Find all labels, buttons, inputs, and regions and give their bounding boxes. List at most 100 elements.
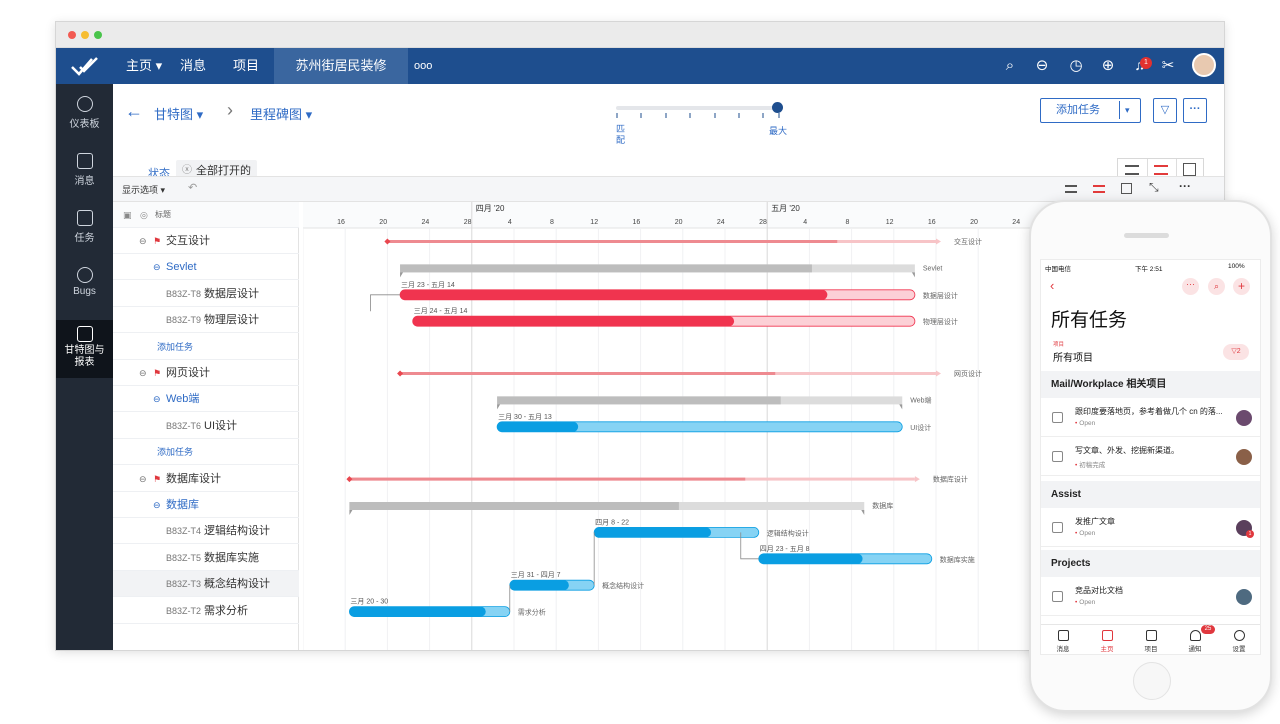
sidebar-item-gantt[interactable]: 甘特图与报表 bbox=[56, 320, 113, 378]
add-task-button[interactable]: 添加任务 ▾ bbox=[1040, 98, 1141, 123]
nav-active-project[interactable]: 苏州街居民装修 bbox=[274, 48, 408, 84]
bar-label[interactable]: 概念结构设计 bbox=[602, 581, 644, 590]
bar-label[interactable]: 网页设计 bbox=[954, 369, 982, 378]
task-row-sub[interactable]: ⊖ Web端 bbox=[113, 386, 299, 413]
bar-date-range[interactable]: 三月 23 - 五月 14 bbox=[401, 281, 455, 289]
collapse-toggle-icon[interactable]: ⊖ bbox=[153, 500, 161, 510]
collapse-toggle-icon[interactable]: ⊖ bbox=[139, 236, 147, 246]
more-button[interactable]: ··· bbox=[1183, 98, 1207, 123]
tools-icon[interactable]: ✂ bbox=[1161, 57, 1175, 74]
milestone-bar-progress[interactable] bbox=[387, 240, 838, 243]
task-row-group[interactable]: ⊖ ⚑ 网页设计 bbox=[113, 360, 299, 386]
collapse-icon[interactable]: ⤡ bbox=[1149, 180, 1159, 194]
toolbar-more-icon[interactable]: ··· bbox=[1179, 179, 1191, 193]
breadcrumb-gantt[interactable]: 甘特图 ▾ bbox=[154, 107, 204, 122]
tab-home[interactable]: 主页 bbox=[1087, 630, 1127, 653]
list-item[interactable]: 竞品对比文档 Open bbox=[1041, 578, 1260, 616]
list-item[interactable]: 跟印度要落地页，参考着做几个 cn 的落... Open bbox=[1041, 399, 1260, 437]
add-icon[interactable]: + bbox=[1233, 278, 1250, 295]
collapse-toggle-icon[interactable]: ⊖ bbox=[153, 262, 161, 273]
list-settings-icon[interactable]: ▣ bbox=[123, 210, 132, 220]
sidebar-item-messages[interactable]: 消息 bbox=[56, 153, 113, 187]
user-avatar[interactable] bbox=[1192, 53, 1216, 77]
search-icon[interactable]: ⌕ bbox=[1208, 278, 1225, 295]
task-row-task[interactable]: B83Z-T8 数据层设计 bbox=[113, 281, 299, 307]
sidebar-item-tasks[interactable]: 任务 bbox=[56, 210, 113, 244]
timer-icon[interactable]: ◷ bbox=[1069, 57, 1083, 74]
report-view-icon[interactable] bbox=[1183, 163, 1196, 176]
undo-icon[interactable]: ↶ bbox=[188, 182, 198, 194]
breadcrumb-milestone[interactable]: 里程碑图 ▾ bbox=[250, 107, 313, 122]
bar-date-range[interactable]: 四月 23 - 五月 8 bbox=[760, 545, 810, 553]
task-checkbox[interactable] bbox=[1052, 591, 1063, 602]
more-icon[interactable]: ··· bbox=[1182, 278, 1199, 295]
tab-notifications[interactable]: 通知 bbox=[1175, 630, 1215, 653]
bar-view-icon[interactable] bbox=[1125, 165, 1139, 175]
nav-messages[interactable]: 消息 bbox=[180, 58, 207, 73]
bar-date-range[interactable]: 三月 30 - 五月 13 bbox=[498, 413, 552, 421]
bar-label[interactable]: 交互设计 bbox=[954, 237, 982, 246]
summary-bar-progress[interactable] bbox=[349, 502, 679, 510]
task-row-add[interactable]: 添加任务 bbox=[113, 334, 299, 360]
task-bar-progress[interactable] bbox=[497, 421, 579, 432]
task-row-task[interactable]: B83Z-T5 数据库实施 bbox=[113, 545, 299, 571]
task-bar-progress[interactable] bbox=[758, 553, 863, 564]
task-bar-progress[interactable] bbox=[412, 316, 735, 327]
sidebar-item-dashboard[interactable]: 仪表板 bbox=[56, 96, 113, 130]
bar-label[interactable]: 数据库实施 bbox=[940, 555, 975, 564]
summary-bar-progress[interactable] bbox=[497, 396, 781, 405]
task-row-group[interactable]: ⊖ ⚑ 数据库设计 bbox=[113, 466, 299, 492]
filter-button[interactable]: ▽ bbox=[1153, 98, 1177, 123]
home-button[interactable] bbox=[1133, 662, 1171, 700]
summary-bar-progress[interactable] bbox=[400, 264, 812, 273]
task-checkbox[interactable] bbox=[1052, 522, 1063, 533]
nav-home[interactable]: 主页 ▾ bbox=[126, 58, 163, 73]
bar-label[interactable]: Web端 bbox=[910, 395, 931, 404]
collapse-toggle-icon[interactable]: ⊖ bbox=[139, 368, 147, 378]
add-task-link[interactable]: 添加任务 bbox=[157, 341, 194, 352]
task-row-task[interactable]: B83Z-T4 逻辑结构设计 bbox=[113, 518, 299, 545]
milestone-bar-progress[interactable] bbox=[400, 372, 776, 375]
list-item[interactable]: 发推广文章 Open 1 bbox=[1041, 509, 1260, 547]
bar-label[interactable]: 需求分析 bbox=[518, 608, 546, 617]
maximize-dot[interactable] bbox=[94, 31, 102, 39]
gamepad-icon[interactable]: ⊖ bbox=[1035, 57, 1049, 74]
task-row-sub[interactable]: ⊖ Sevlet bbox=[113, 254, 299, 281]
task-checkbox[interactable] bbox=[1052, 412, 1063, 423]
tab-projects[interactable]: 项目 bbox=[1131, 630, 1171, 653]
close-dot[interactable] bbox=[68, 31, 76, 39]
task-row-add[interactable]: 添加任务 bbox=[113, 439, 299, 466]
tab-messages[interactable]: 消息 bbox=[1043, 630, 1083, 653]
search-icon[interactable]: ⌕ bbox=[1005, 57, 1015, 74]
task-row-task[interactable]: B83Z-T6 UI设计 bbox=[113, 413, 299, 439]
bar-date-range[interactable]: 四月 8 - 22 bbox=[595, 518, 629, 526]
bar-date-range[interactable]: 三月 24 - 五月 14 bbox=[414, 307, 468, 315]
bar-label[interactable]: 数据层设计 bbox=[923, 291, 958, 300]
zoom-slider-track[interactable] bbox=[616, 106, 778, 110]
bar-label[interactable]: 逻辑结构设计 bbox=[767, 528, 809, 537]
project-selector[interactable]: 所有项目 bbox=[1053, 353, 1093, 364]
collapse-toggle-icon[interactable]: ⊖ bbox=[139, 473, 147, 484]
zoom-slider-handle[interactable] bbox=[772, 102, 783, 113]
filter-chip[interactable]: ▽2 bbox=[1223, 344, 1249, 360]
task-bar-progress[interactable] bbox=[594, 527, 712, 538]
task-row-sub[interactable]: ⊖ 数据库 bbox=[113, 492, 299, 518]
add-task-link[interactable]: 添加任务 bbox=[157, 447, 194, 458]
bar-label[interactable]: UI设计 bbox=[910, 423, 931, 432]
task-row-group[interactable]: ⊖ ⚑ 交互设计 bbox=[113, 228, 299, 254]
sidebar-item-bugs[interactable]: Bugs bbox=[56, 267, 113, 297]
bar-label[interactable]: 数据库设计 bbox=[933, 475, 968, 484]
task-row-task[interactable]: B83Z-T9 物理层设计 bbox=[113, 307, 299, 334]
minimize-dot[interactable] bbox=[81, 31, 89, 39]
nav-more[interactable]: ooo bbox=[414, 60, 433, 72]
bar-label[interactable]: 物理层设计 bbox=[923, 317, 958, 326]
chip-remove-icon[interactable]: ⓧ bbox=[182, 165, 192, 176]
task-bar-progress[interactable] bbox=[400, 289, 828, 300]
task-row-task[interactable]: B83Z-T3 概念结构设计 bbox=[113, 571, 299, 598]
nav-projects[interactable]: 项目 bbox=[233, 58, 260, 73]
task-bar-progress[interactable] bbox=[349, 606, 486, 617]
task-row-task[interactable]: B83Z-T2 需求分析 bbox=[113, 598, 299, 624]
back-chevron-icon[interactable]: ‹ bbox=[1050, 278, 1055, 293]
add-icon[interactable]: ⊕ bbox=[1101, 57, 1115, 74]
milestone-bar-progress[interactable] bbox=[349, 477, 746, 481]
